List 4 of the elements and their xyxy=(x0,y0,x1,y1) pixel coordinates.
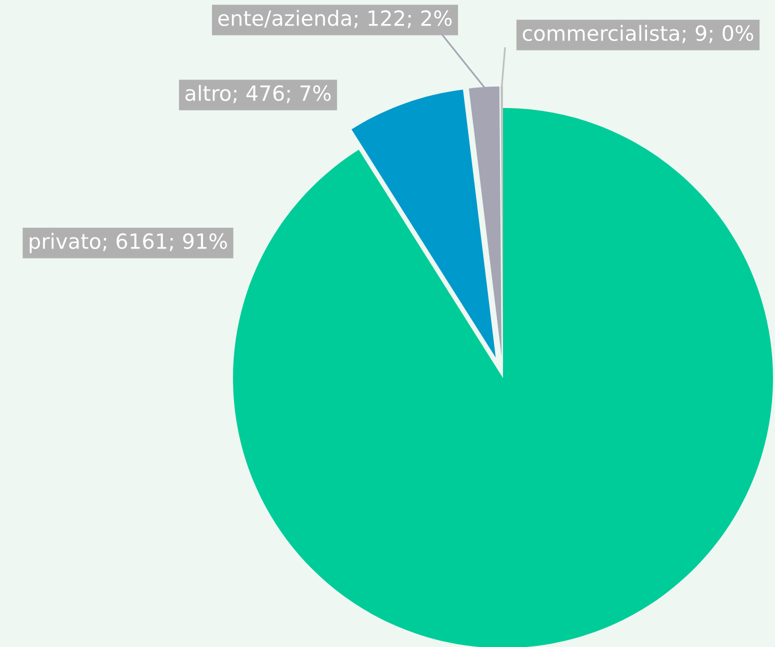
slice-label: commercialista; 9; 0% xyxy=(522,24,754,44)
slice-label: ente/azienda; 122; 2% xyxy=(218,10,452,28)
slice-label: altro; 476; 7% xyxy=(185,84,331,104)
slice-label: privato; 6161; 91% xyxy=(30,232,227,254)
